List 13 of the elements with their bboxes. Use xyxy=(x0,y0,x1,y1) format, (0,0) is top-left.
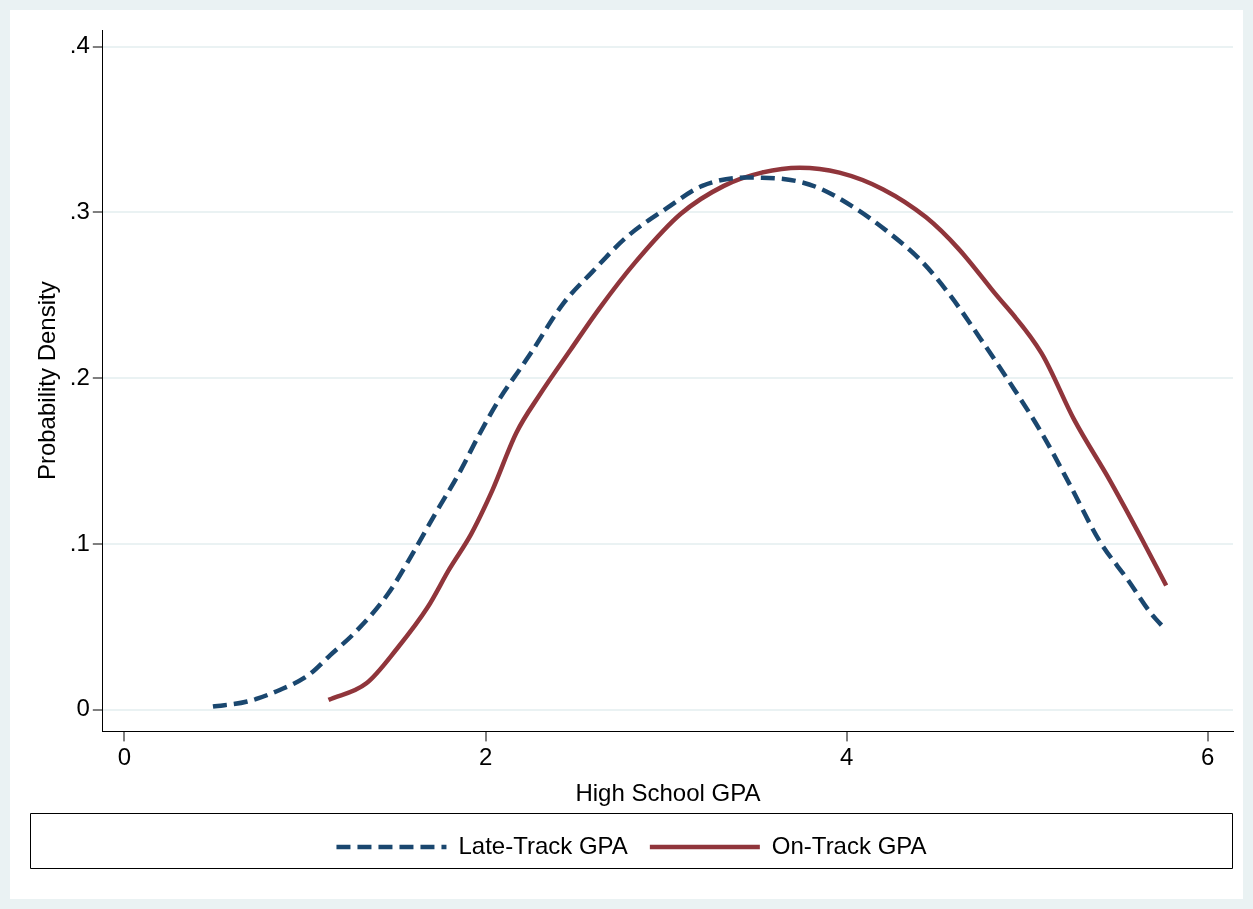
x-axis-title: High School GPA xyxy=(575,779,761,807)
x-tick-label: 2 xyxy=(478,743,493,771)
legend-label: Late-Track GPA xyxy=(458,831,628,859)
y-tick-label: .2 xyxy=(69,362,90,390)
y-tick-label: .4 xyxy=(69,31,90,59)
x-tick-label: 6 xyxy=(1201,743,1215,771)
y-tick-label: 0 xyxy=(76,694,90,722)
y-tick-label: .3 xyxy=(69,197,90,225)
y-tick-label: .1 xyxy=(69,528,90,556)
legend-label: On-Track GPA xyxy=(771,831,927,859)
x-tick-label: 0 xyxy=(117,743,132,771)
y-axis-title: Probability Density xyxy=(33,281,61,481)
x-tick-label: 4 xyxy=(839,743,854,771)
